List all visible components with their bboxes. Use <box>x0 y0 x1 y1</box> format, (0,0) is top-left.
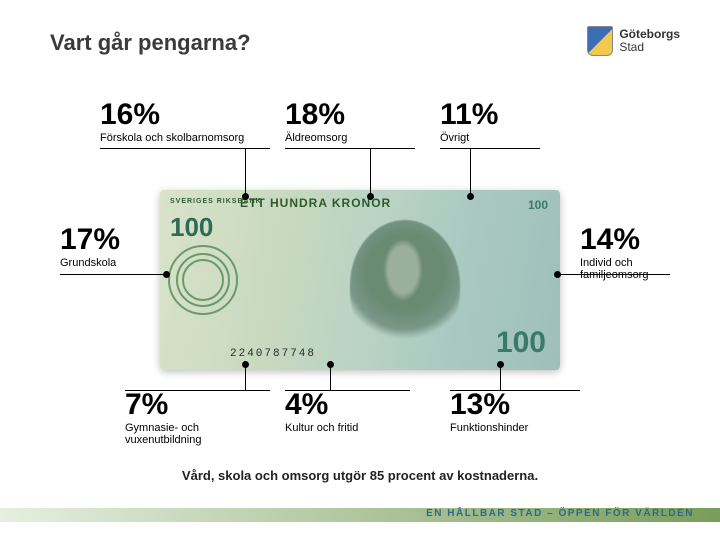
stat-label: Gymnasie- och vuxenutbildning <box>125 422 201 446</box>
connector-line <box>440 148 540 149</box>
connector-line <box>60 274 166 275</box>
stat-aldreomsorg: 18% Äldreomsorg <box>285 100 347 144</box>
stat-funktionshinder: 13% Funktionshinder <box>450 390 528 434</box>
stat-pct: 11% <box>440 100 498 130</box>
stat-individ-familj: 14% Individ och familjeomsorg <box>580 225 648 281</box>
stat-pct: 17% <box>60 225 120 255</box>
stat-pct: 16% <box>100 100 244 130</box>
caption-text: Vård, skola och omsorg utgör 85 procent … <box>0 468 720 483</box>
connector-dot-icon <box>367 193 374 200</box>
stat-label: Äldreomsorg <box>285 132 347 144</box>
connector-dot-icon <box>327 361 334 368</box>
stat-pct: 7% <box>125 390 201 420</box>
connector-dot-icon <box>467 193 474 200</box>
stat-ovrigt: 11% Övrigt <box>440 100 498 144</box>
stat-label: Grundskola <box>60 257 120 269</box>
page-title: Vart går pengarna? <box>50 30 251 56</box>
connector-dot-icon <box>242 361 249 368</box>
stat-label: Förskola och skolbarnomsorg <box>100 132 244 144</box>
connector-line <box>370 148 371 196</box>
stat-pct: 18% <box>285 100 347 130</box>
logo-crest-icon <box>587 26 613 56</box>
stat-pct: 13% <box>450 390 528 420</box>
connector-line <box>285 390 410 391</box>
stat-label: Individ och familjeomsorg <box>580 257 648 281</box>
logo-line2: Stad <box>619 40 644 54</box>
slide: Vart går pengarna? Göteborgs Stad SVERIG… <box>0 0 720 540</box>
stat-pct: 14% <box>580 225 648 255</box>
stat-pct: 4% <box>285 390 358 420</box>
connector-line <box>450 390 580 391</box>
banknote-graphic: SVERIGES RIKSBANK ETT HUNDRA KRONOR 100 … <box>160 190 560 370</box>
banknote-serial: 2240787748 <box>230 348 316 360</box>
banknote-guilloche-icon <box>168 245 238 315</box>
stat-grundskola: 17% Grundskola <box>60 225 120 269</box>
connector-line <box>125 390 270 391</box>
connector-line <box>285 148 415 149</box>
stat-forskola: 16% Förskola och skolbarnomsorg <box>100 100 244 144</box>
connector-line <box>245 148 246 196</box>
connector-dot-icon <box>242 193 249 200</box>
logo: Göteborgs Stad <box>587 26 680 56</box>
banknote-denom-tr: 100 <box>528 198 548 212</box>
connector-line <box>470 148 471 196</box>
logo-text: Göteborgs Stad <box>619 28 680 54</box>
stat-label: Kultur och fritid <box>285 422 358 434</box>
banknote-denom-br: 100 <box>496 326 546 360</box>
connector-line <box>554 274 670 275</box>
banknote-portrait-icon <box>350 220 460 350</box>
connector-dot-icon <box>163 271 170 278</box>
stat-gymnasie: 7% Gymnasie- och vuxenutbildning <box>125 390 201 446</box>
connector-dot-icon <box>497 361 504 368</box>
connector-dot-icon <box>554 271 561 278</box>
stat-label: Funktionshinder <box>450 422 528 434</box>
stat-label: Övrigt <box>440 132 498 144</box>
footer-text: EN HÅLLBAR STAD – ÖPPEN FÖR VÄRLDEN <box>426 508 694 519</box>
banknote-denom-tl: 100 <box>170 212 213 243</box>
stat-kultur: 4% Kultur och fritid <box>285 390 358 434</box>
